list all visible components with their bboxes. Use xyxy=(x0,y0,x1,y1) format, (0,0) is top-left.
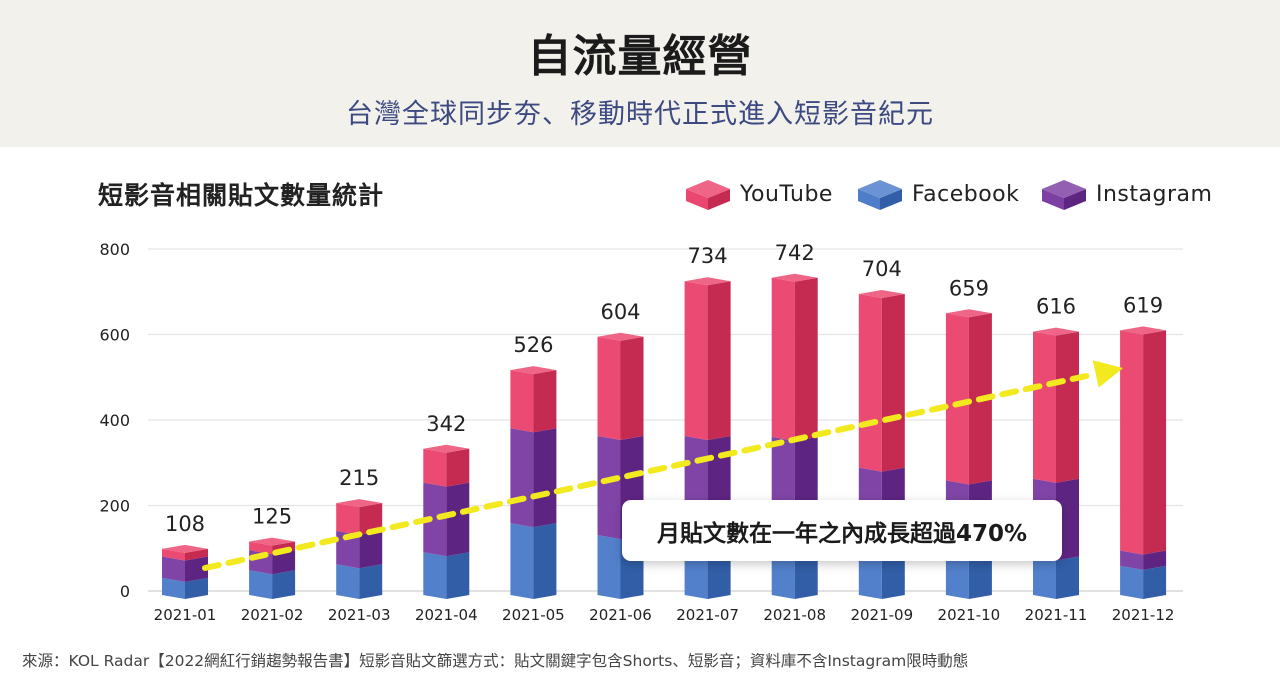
total-value-label: 108 xyxy=(165,512,205,536)
legend-item-facebook: Facebook xyxy=(856,174,1019,214)
bar-segment-instagram xyxy=(336,530,383,569)
source-footnote: 來源：KOL Radar【2022網紅行銷趨勢報告書】短影音貼文篩選方式：貼文關… xyxy=(22,652,969,670)
total-value-label: 342 xyxy=(426,412,466,436)
bar-segment-facebook xyxy=(336,564,383,599)
total-value-label: 619 xyxy=(1123,293,1163,317)
growth-callout: 月貼文數在一年之內成長超過470% xyxy=(622,500,1062,561)
x-tick-label: 2021-04 xyxy=(415,606,478,624)
chart-title: 短影音相關貼文數量統計 xyxy=(98,181,385,210)
x-tick-label: 2021-06 xyxy=(589,606,652,624)
x-tick-label: 2021-01 xyxy=(154,606,217,624)
y-tick-label: 0 xyxy=(120,582,130,601)
legend: YouTube Facebook Instagram xyxy=(0,174,1280,214)
x-tick-label: 2021-07 xyxy=(676,606,739,624)
bar-segment-youtube xyxy=(771,273,818,441)
total-value-label: 604 xyxy=(600,300,640,324)
total-value-label: 215 xyxy=(339,466,379,490)
legend-label: Facebook xyxy=(912,181,1020,207)
bar-segment-youtube xyxy=(684,277,731,440)
x-tick-label: 2021-09 xyxy=(850,606,913,624)
bar-segment-youtube xyxy=(162,544,208,561)
total-value-label: 616 xyxy=(1036,295,1076,319)
bar-segment-facebook xyxy=(510,523,557,599)
bar-segment-facebook xyxy=(423,552,470,599)
bar-segment-facebook xyxy=(1120,565,1167,599)
bar-segment-youtube xyxy=(510,366,557,433)
x-tick-label: 2021-03 xyxy=(328,606,391,624)
bar-segment-youtube xyxy=(597,332,644,440)
legend-swatch-icon xyxy=(858,180,902,210)
x-tick-label: 2021-12 xyxy=(1112,606,1175,624)
x-tick-label: 2021-08 xyxy=(763,606,826,624)
legend-label: Instagram xyxy=(1096,181,1213,207)
bar-segment-youtube xyxy=(336,499,383,535)
total-value-label: 125 xyxy=(252,505,292,529)
page-title: 自流量經營 xyxy=(527,31,753,82)
bar-segment-instagram xyxy=(510,428,557,528)
y-tick-label: 400 xyxy=(99,411,130,430)
x-tick-label: 2021-02 xyxy=(241,606,304,624)
bar-segment-facebook xyxy=(1033,556,1079,599)
bar-segment-facebook xyxy=(249,570,296,599)
bar-segment-instagram xyxy=(1120,550,1167,570)
bar-segment-youtube xyxy=(1033,327,1079,483)
legend-swatch-icon xyxy=(1042,180,1086,210)
y-tick-label: 200 xyxy=(99,497,130,516)
trend-arrow-line xyxy=(202,370,1099,571)
legend-label: YouTube xyxy=(740,181,833,207)
bar-segment-youtube xyxy=(858,290,905,472)
total-value-label: 659 xyxy=(949,276,989,300)
bar-segment-instagram xyxy=(423,482,470,557)
total-value-label: 526 xyxy=(513,333,553,357)
page-subtitle: 台灣全球同步夯、移動時代正式進入短影音紀元 xyxy=(346,99,934,130)
total-value-label: 704 xyxy=(862,257,902,281)
legend-item-youtube: YouTube xyxy=(684,174,833,214)
header-banner: 自流量經營 台灣全球同步夯、移動時代正式進入短影音紀元 xyxy=(0,0,1280,147)
total-value-label: 742 xyxy=(775,241,815,265)
total-value-label: 734 xyxy=(688,244,728,268)
bar-segment-instagram xyxy=(162,556,208,582)
bar-segment-facebook xyxy=(162,577,208,599)
bar-segment-youtube xyxy=(423,444,470,487)
growth-callout-text: 月貼文數在一年之內成長超過470% xyxy=(656,520,1027,547)
legend-swatch-icon xyxy=(686,180,730,210)
y-tick-label: 800 xyxy=(99,240,130,259)
trend-arrow-head xyxy=(1092,360,1124,388)
x-tick-label: 2021-11 xyxy=(1025,606,1088,624)
x-tick-label: 2021-05 xyxy=(502,606,565,624)
x-tick-label: 2021-10 xyxy=(938,606,1001,624)
y-tick-label: 600 xyxy=(99,326,130,345)
legend-item-instagram: Instagram xyxy=(1040,174,1212,214)
bar-segment-youtube xyxy=(1120,326,1167,555)
